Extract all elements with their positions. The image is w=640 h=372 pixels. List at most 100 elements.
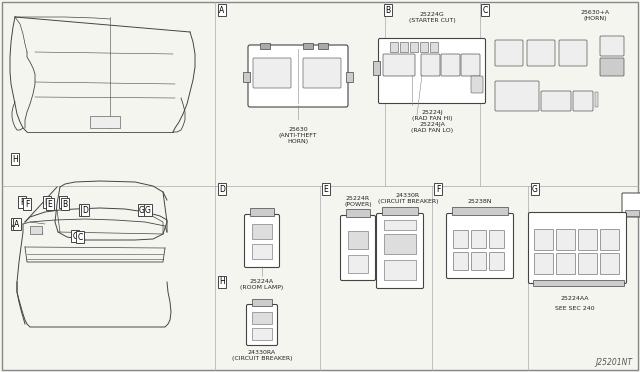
FancyBboxPatch shape bbox=[421, 54, 440, 76]
Bar bbox=[260, 43, 270, 49]
Bar bbox=[452, 207, 508, 215]
Text: H: H bbox=[219, 278, 225, 286]
Bar bbox=[384, 234, 416, 254]
Text: C: C bbox=[483, 6, 488, 15]
Bar bbox=[533, 280, 624, 286]
Text: 25630
(ANTI-THEFT
HORN): 25630 (ANTI-THEFT HORN) bbox=[278, 127, 317, 144]
Bar bbox=[252, 312, 272, 324]
FancyBboxPatch shape bbox=[534, 253, 554, 275]
FancyBboxPatch shape bbox=[579, 230, 598, 250]
Bar bbox=[243, 72, 250, 82]
Text: F: F bbox=[25, 199, 29, 208]
Text: E: E bbox=[45, 198, 49, 206]
FancyBboxPatch shape bbox=[246, 305, 278, 346]
FancyBboxPatch shape bbox=[541, 91, 571, 111]
Text: 25224J
(RAD FAN HI): 25224J (RAD FAN HI) bbox=[412, 110, 452, 121]
FancyBboxPatch shape bbox=[447, 214, 513, 279]
Text: 25224R
(POWER): 25224R (POWER) bbox=[344, 196, 372, 207]
Polygon shape bbox=[125, 232, 167, 246]
FancyBboxPatch shape bbox=[579, 253, 598, 275]
Bar bbox=[382, 207, 418, 215]
FancyBboxPatch shape bbox=[557, 253, 575, 275]
FancyBboxPatch shape bbox=[490, 253, 504, 270]
Text: D: D bbox=[219, 185, 225, 193]
Bar bbox=[175, 47, 189, 77]
FancyBboxPatch shape bbox=[383, 54, 415, 76]
Text: 25224G
(STARTER CUT): 25224G (STARTER CUT) bbox=[408, 12, 456, 23]
Bar bbox=[80, 250, 110, 260]
Bar bbox=[410, 42, 418, 52]
Text: C: C bbox=[77, 232, 83, 241]
Text: E: E bbox=[324, 185, 328, 193]
FancyBboxPatch shape bbox=[490, 231, 504, 248]
FancyBboxPatch shape bbox=[253, 58, 291, 88]
Text: J25201NT: J25201NT bbox=[595, 358, 632, 367]
FancyBboxPatch shape bbox=[378, 38, 486, 103]
Bar bbox=[348, 231, 368, 249]
Text: G: G bbox=[139, 205, 145, 215]
Text: E: E bbox=[47, 199, 52, 208]
Text: G: G bbox=[532, 185, 538, 193]
Bar bbox=[318, 43, 328, 49]
Bar bbox=[348, 255, 368, 273]
Polygon shape bbox=[160, 200, 173, 210]
Text: F: F bbox=[20, 198, 24, 206]
Text: 25224AA: 25224AA bbox=[561, 296, 589, 301]
Bar bbox=[252, 224, 272, 239]
FancyBboxPatch shape bbox=[527, 40, 555, 66]
Text: 24330RA
(CIRCUIT BREAKER): 24330RA (CIRCUIT BREAKER) bbox=[232, 350, 292, 361]
Bar bbox=[252, 299, 272, 306]
Bar bbox=[625, 210, 639, 216]
Bar bbox=[384, 220, 416, 230]
Bar bbox=[384, 260, 416, 280]
Bar bbox=[346, 209, 370, 217]
Text: B: B bbox=[63, 199, 68, 208]
Bar bbox=[400, 42, 408, 52]
Text: H: H bbox=[12, 154, 18, 164]
FancyBboxPatch shape bbox=[529, 212, 627, 283]
Bar bbox=[30, 226, 42, 234]
Bar bbox=[373, 61, 380, 75]
Bar bbox=[303, 43, 313, 49]
Text: 24330R
(CIRCUIT BREAKER): 24330R (CIRCUIT BREAKER) bbox=[378, 193, 438, 204]
Bar bbox=[27, 87, 39, 112]
Text: D: D bbox=[82, 205, 88, 215]
Bar bbox=[430, 42, 438, 52]
FancyBboxPatch shape bbox=[622, 193, 640, 217]
Text: A: A bbox=[220, 6, 225, 15]
Text: G: G bbox=[145, 205, 151, 215]
Polygon shape bbox=[491, 32, 628, 117]
Text: D: D bbox=[80, 205, 86, 215]
Bar bbox=[145, 304, 167, 314]
FancyBboxPatch shape bbox=[495, 81, 539, 111]
Text: 25224A
(ROOM LAMP): 25224A (ROOM LAMP) bbox=[241, 279, 284, 290]
FancyBboxPatch shape bbox=[600, 36, 624, 56]
FancyBboxPatch shape bbox=[461, 54, 480, 76]
Bar bbox=[390, 42, 398, 52]
FancyBboxPatch shape bbox=[600, 253, 620, 275]
FancyBboxPatch shape bbox=[472, 253, 486, 270]
FancyBboxPatch shape bbox=[441, 54, 460, 76]
Text: 25224JA
(RAD FAN LO): 25224JA (RAD FAN LO) bbox=[411, 122, 453, 133]
FancyBboxPatch shape bbox=[472, 231, 486, 248]
Text: A: A bbox=[12, 219, 18, 228]
FancyBboxPatch shape bbox=[244, 215, 280, 267]
Bar bbox=[346, 72, 353, 82]
FancyBboxPatch shape bbox=[340, 215, 376, 280]
Bar bbox=[595, 92, 598, 107]
FancyBboxPatch shape bbox=[573, 91, 593, 111]
FancyBboxPatch shape bbox=[600, 230, 620, 250]
Text: B: B bbox=[385, 6, 390, 15]
FancyBboxPatch shape bbox=[248, 45, 348, 107]
FancyBboxPatch shape bbox=[559, 40, 587, 66]
Text: 25630+A
(HORN): 25630+A (HORN) bbox=[580, 10, 609, 21]
FancyBboxPatch shape bbox=[557, 230, 575, 250]
Bar bbox=[252, 328, 272, 340]
Bar bbox=[420, 42, 428, 52]
Text: F: F bbox=[436, 185, 440, 193]
FancyBboxPatch shape bbox=[534, 230, 554, 250]
FancyBboxPatch shape bbox=[454, 253, 468, 270]
Text: C: C bbox=[72, 231, 77, 241]
Text: SEE SEC 240: SEE SEC 240 bbox=[555, 306, 595, 311]
FancyBboxPatch shape bbox=[376, 214, 424, 289]
